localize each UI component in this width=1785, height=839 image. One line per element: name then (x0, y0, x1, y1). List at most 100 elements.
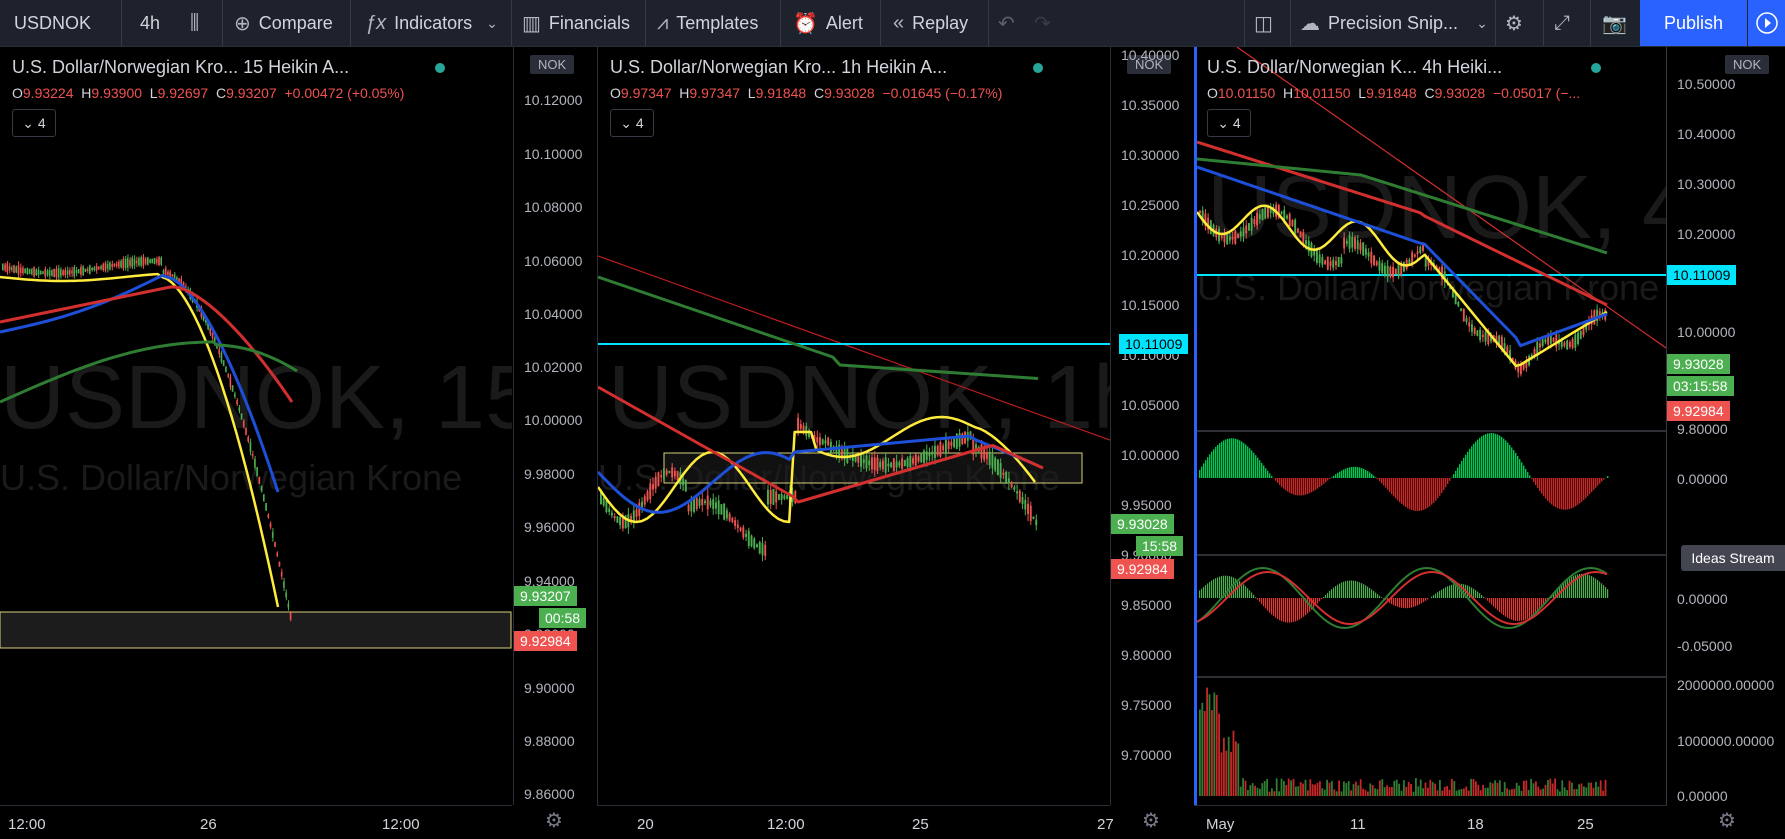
gear-icon[interactable]: ⚙ (1142, 808, 1160, 833)
candle-body (288, 603, 290, 607)
macd-histogram-bar (1331, 589, 1332, 598)
macd-histogram-bar (1587, 575, 1588, 598)
candle-body (261, 486, 263, 491)
macd-histogram-bar (1495, 598, 1496, 608)
candle-body (860, 454, 862, 467)
macd-histogram-bar (1475, 590, 1476, 598)
price-plot-4h (1197, 47, 1669, 805)
candle-body (767, 490, 769, 505)
candle-body (1259, 214, 1261, 219)
volume-bar (1590, 783, 1592, 796)
volume-bar (1235, 741, 1237, 796)
compare-button[interactable]: ⊕Compare (234, 0, 333, 46)
publish-button[interactable]: Publish (1640, 0, 1747, 46)
macd-histogram-bar (1427, 598, 1428, 599)
candle-body (871, 457, 873, 469)
fullscreen-button[interactable]: ⤢ (1554, 0, 1578, 46)
price-tick: 9.88000 (524, 733, 575, 749)
histogram-bar (1487, 433, 1488, 478)
play-circle-icon (1756, 12, 1778, 34)
histogram-bar (1561, 478, 1562, 509)
gear-icon[interactable]: ⚙ (545, 808, 563, 833)
histogram-bar (1233, 438, 1234, 478)
chart-pane-4h[interactable]: USDNOK, 4h U.S. Dollar/Norwegian Krone U… (1194, 47, 1669, 805)
indicators-collapse-button[interactable]: ⌄ 4 (610, 109, 654, 137)
financials-button[interactable]: ▥Financials (522, 0, 630, 46)
alert-button[interactable]: ⏰Alert (793, 0, 863, 46)
histogram-bar (1573, 478, 1574, 507)
volume-bar (1504, 782, 1506, 796)
interval-button[interactable]: 4h (140, 0, 160, 46)
candle-body (245, 428, 247, 435)
candle-body (274, 542, 276, 547)
candle-body (907, 458, 909, 467)
chart-pane-15m[interactable]: USDNOK, 15 U.S. Dollar/Norwegian Krone U… (0, 47, 512, 805)
histogram-bar (1527, 472, 1528, 478)
ideas-stream-tab[interactable]: Ideas Stream (1681, 545, 1785, 571)
candle-body (1335, 261, 1337, 265)
histogram-bar (1485, 434, 1486, 478)
gear-icon[interactable]: ⚙ (1718, 808, 1736, 833)
undo-button[interactable]: ↶ (998, 0, 1023, 46)
candle-body (131, 258, 133, 267)
indicators-collapse-button[interactable]: ⌄ 4 (1207, 109, 1251, 137)
histogram-bar (1415, 478, 1416, 511)
publish-menu-button[interactable] (1748, 0, 1785, 46)
chart-title[interactable]: U.S. Dollar/Norwegian K... 4h Heiki... (1207, 57, 1502, 78)
histogram-bar (1563, 478, 1564, 510)
histogram-bar (1281, 478, 1282, 487)
price-tick: 10.35000 (1121, 97, 1179, 113)
candle-body (1251, 218, 1253, 231)
candle-body (1569, 342, 1571, 347)
templates-button[interactable]: ⩘Templates (657, 0, 758, 46)
histogram-bar (1221, 442, 1222, 478)
snapshot-button[interactable]: 📷 (1602, 0, 1635, 46)
indicators-collapse-button[interactable]: ⌄ 4 (12, 109, 56, 137)
volume-bar (1350, 790, 1352, 796)
candle-body (241, 413, 243, 419)
volume-bar (1379, 780, 1381, 796)
histogram-bar (1223, 440, 1224, 478)
price-tick: 9.75000 (1121, 697, 1172, 713)
candle-body (1281, 212, 1283, 214)
macd-histogram-bar (1323, 597, 1324, 598)
candle-body (80, 267, 82, 275)
chart-type-button[interactable]: ⫼ (190, 0, 207, 46)
redo-button[interactable]: ↷ (1034, 0, 1059, 46)
histogram-bar (1465, 455, 1466, 478)
macd-histogram-bar (1519, 598, 1520, 621)
price-tick: 10.40000 (1121, 47, 1179, 63)
settings-button[interactable]: ⚙ (1505, 0, 1531, 46)
volume-bar (1285, 785, 1287, 796)
candle-body (660, 475, 662, 477)
ask-price-label: 9.92984 (1111, 559, 1174, 579)
histogram-bar (1319, 478, 1320, 487)
histogram-bar (1589, 478, 1590, 494)
histogram-bar (1289, 478, 1290, 493)
volume-bar (1266, 779, 1268, 796)
volume-bar (1321, 788, 1323, 796)
candle-body (1419, 247, 1421, 253)
chart-title[interactable]: U.S. Dollar/Norwegian Kro... 1h Heikin A… (610, 57, 947, 78)
histogram-bar (1259, 460, 1260, 478)
layout-name-dropdown[interactable]: ☁Precision Snip...⌄ (1300, 0, 1496, 46)
symbol-search[interactable]: USDNOK (14, 0, 91, 46)
replay-button[interactable]: «Replay (893, 0, 968, 46)
candle-body (772, 489, 774, 505)
macd-histogram-bar (1431, 597, 1432, 598)
currency-label: NOK (1725, 55, 1769, 74)
ema-fast-line (0, 274, 278, 607)
candle-body (762, 543, 764, 555)
chart-title[interactable]: U.S. Dollar/Norwegian Kro... 15 Heikin A… (12, 57, 349, 78)
candle-body (671, 467, 673, 477)
chart-pane-1h[interactable]: USDNOK, 1h U.S. Dollar/Norwegian Krone U… (597, 47, 1110, 805)
layout-select-button[interactable]: ◫ (1254, 0, 1281, 46)
